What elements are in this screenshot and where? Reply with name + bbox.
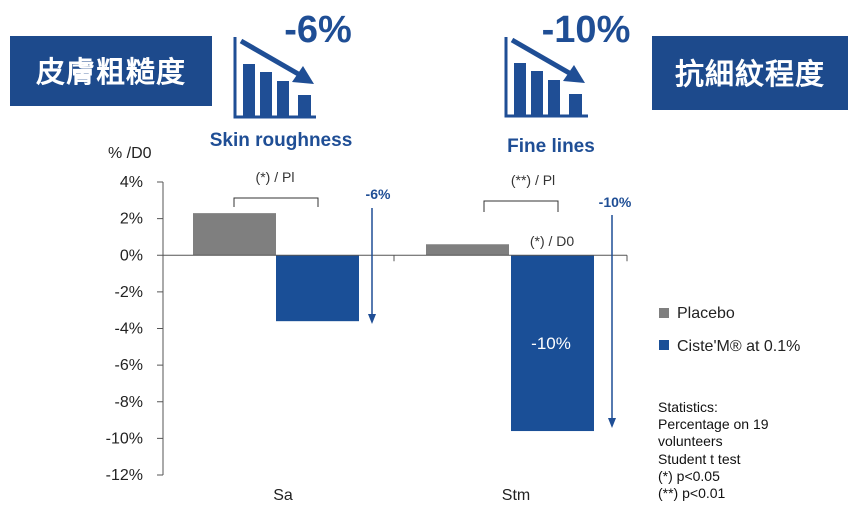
y-axis-title: % /D0 [108, 145, 152, 162]
sa-change-label: -6% [366, 186, 391, 202]
y-tick-label: -10% [106, 430, 143, 447]
statistics-line: (*) p<0.05 [658, 468, 720, 484]
legend: Placebo Ciste'M® at 0.1% [659, 305, 800, 355]
fine-lines-header-text: 抗細紋程度 [675, 57, 825, 91]
statistics-line: Percentage on 19 [658, 416, 769, 432]
y-tick-label: -2% [115, 284, 143, 301]
bar-sa-series-1 [276, 255, 359, 322]
bar-stm-series-1 [511, 255, 594, 432]
y-tick-label: 0% [120, 247, 143, 264]
y-tick-label: -4% [115, 321, 143, 338]
skin-roughness-header-box: 皮膚粗糙度 [10, 36, 212, 106]
legend-item-ciste: Ciste'M® at 0.1% [659, 338, 800, 355]
stm-significance-bracket [483, 200, 559, 212]
y-tick-label: 2% [120, 211, 143, 228]
statistics-line: volunteers [658, 433, 723, 449]
stm-vs-d0-label: (*) / D0 [530, 233, 575, 249]
bar-chart-decline-icon [233, 37, 316, 119]
stm-bar-value-label: -10% [531, 334, 571, 353]
bar-chart-decline-icon [504, 37, 588, 118]
statistics-line: Student t test [658, 451, 741, 467]
x-category-label: Stm [502, 487, 530, 504]
statistics-line: Statistics: [658, 399, 718, 415]
skin-roughness-change: -6% [284, 9, 352, 51]
fine-lines-label: Fine lines [507, 136, 595, 157]
sa-significance-label: (*) / Pl [256, 169, 295, 185]
skin-roughness-header-text: 皮膚粗糙度 [36, 56, 186, 89]
legend-item-placebo: Placebo [659, 305, 735, 322]
stm-change-label: -10% [599, 194, 632, 210]
sa-down-arrow-icon [368, 208, 376, 324]
bar-sa-series-0 [193, 213, 276, 256]
stm-significance-label: (**) / Pl [511, 172, 555, 188]
plot-area: 4% 2% 0% -2% -4% -6% -8% -10% -12% Sa Stm [106, 174, 628, 504]
stm-down-arrow-icon [608, 215, 616, 428]
sa-significance-bracket [233, 197, 319, 207]
statistics-line: (**) p<0.01 [658, 485, 726, 501]
fine-lines-header-box: 抗細紋程度 [652, 36, 848, 110]
legend-swatch [659, 340, 669, 350]
y-tick-label: 4% [120, 174, 143, 191]
skin-roughness-label: Skin roughness [210, 130, 353, 151]
y-tick-label: -6% [115, 357, 143, 374]
y-tick-label: -12% [106, 467, 143, 484]
x-category-label: Sa [273, 487, 293, 504]
fine-lines-change: -10% [542, 9, 631, 51]
y-tick-label: -8% [115, 394, 143, 411]
legend-label: Ciste'M® at 0.1% [677, 338, 800, 355]
statistics-note: Statistics: Percentage on 19 volunteers … [658, 399, 769, 501]
bar-stm-series-0 [426, 244, 509, 256]
legend-swatch [659, 308, 669, 318]
legend-label: Placebo [677, 305, 735, 322]
